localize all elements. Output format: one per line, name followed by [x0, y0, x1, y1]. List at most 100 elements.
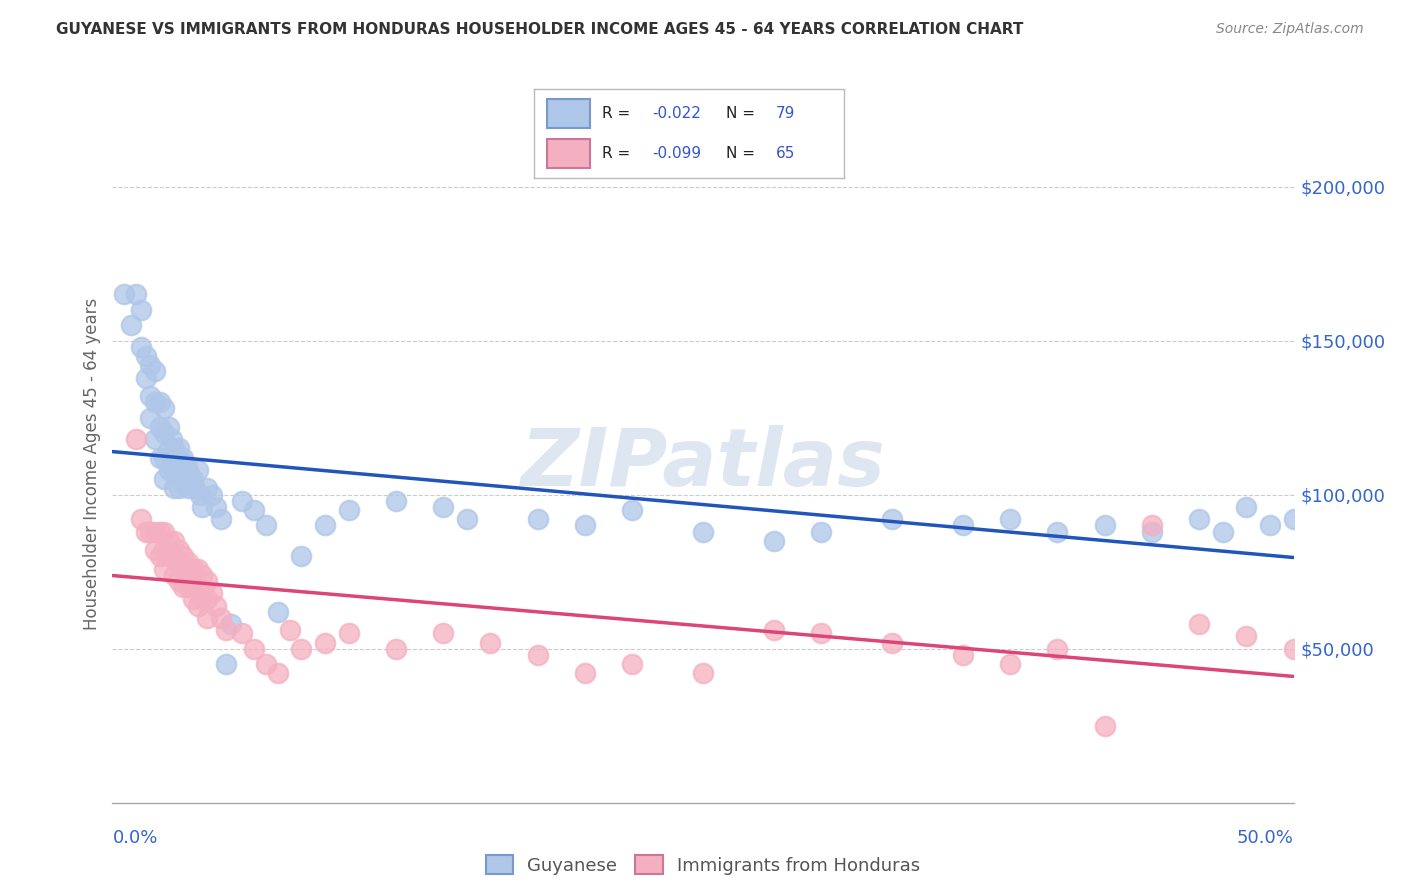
Point: [177, 556, 200, 570]
Point: [177, 482, 200, 496]
Text: 65: 65: [776, 146, 794, 161]
Point: [191, 592, 214, 607]
Point: [205, 599, 228, 613]
Point: [167, 543, 190, 558]
Point: [762, 624, 785, 638]
Point: [1282, 641, 1305, 656]
Point: [153, 472, 176, 486]
Point: [574, 518, 596, 533]
Point: [1094, 719, 1116, 733]
Point: [172, 472, 194, 486]
Point: [215, 624, 238, 638]
Point: [163, 567, 186, 582]
Point: [149, 549, 172, 564]
Point: [432, 626, 454, 640]
Point: [143, 524, 166, 539]
Point: [167, 482, 190, 496]
Point: [432, 500, 454, 514]
Point: [181, 574, 204, 588]
Point: [290, 549, 312, 564]
Point: [880, 635, 903, 649]
Point: [149, 524, 172, 539]
Point: [129, 340, 152, 354]
Text: ZIPatlas: ZIPatlas: [520, 425, 886, 503]
Point: [456, 512, 478, 526]
Point: [1046, 641, 1069, 656]
Point: [201, 488, 224, 502]
Point: [385, 641, 408, 656]
Point: [998, 657, 1021, 672]
Point: [191, 567, 214, 582]
Point: [167, 463, 190, 477]
Point: [621, 657, 644, 672]
Point: [157, 533, 180, 548]
Point: [160, 432, 183, 446]
Point: [163, 549, 186, 564]
Text: -0.099: -0.099: [652, 146, 702, 161]
Point: [143, 432, 166, 446]
Point: [153, 450, 176, 465]
Point: [143, 395, 166, 409]
Point: [125, 287, 148, 301]
Point: [1188, 617, 1211, 632]
Point: [314, 518, 336, 533]
Point: [153, 543, 176, 558]
Point: [1282, 512, 1305, 526]
Point: [160, 457, 183, 471]
Point: [172, 580, 194, 594]
Point: [1188, 512, 1211, 526]
Point: [139, 389, 162, 403]
Point: [880, 512, 903, 526]
Point: [254, 518, 277, 533]
Point: [621, 503, 644, 517]
Text: Source: ZipAtlas.com: Source: ZipAtlas.com: [1216, 22, 1364, 37]
Point: [167, 574, 190, 588]
FancyBboxPatch shape: [547, 139, 591, 168]
Point: [174, 457, 197, 471]
Text: 0.0%: 0.0%: [112, 830, 157, 847]
Point: [172, 561, 194, 575]
Point: [254, 657, 277, 672]
Point: [526, 512, 548, 526]
Point: [139, 524, 162, 539]
Point: [149, 420, 172, 434]
Point: [1258, 518, 1281, 533]
Point: [129, 512, 152, 526]
Point: [170, 463, 193, 477]
Point: [290, 641, 312, 656]
Point: [153, 425, 176, 440]
Point: [186, 561, 208, 575]
Point: [165, 469, 187, 483]
Point: [231, 493, 253, 508]
Point: [181, 561, 204, 575]
Text: 79: 79: [776, 106, 794, 120]
Point: [172, 549, 194, 564]
Point: [952, 518, 974, 533]
Y-axis label: Householder Income Ages 45 - 64 years: Householder Income Ages 45 - 64 years: [83, 298, 101, 630]
Text: R =: R =: [602, 106, 636, 120]
Point: [231, 626, 253, 640]
Point: [952, 648, 974, 662]
Point: [314, 635, 336, 649]
Point: [165, 450, 187, 465]
Point: [1212, 524, 1234, 539]
Point: [219, 617, 242, 632]
Point: [174, 478, 197, 492]
Text: N =: N =: [725, 146, 759, 161]
Point: [1094, 518, 1116, 533]
Point: [209, 611, 232, 625]
Point: [209, 512, 232, 526]
Point: [135, 524, 157, 539]
Point: [267, 666, 290, 681]
Point: [1140, 524, 1163, 539]
Text: R =: R =: [602, 146, 636, 161]
Point: [243, 503, 266, 517]
Point: [143, 543, 166, 558]
Point: [186, 580, 208, 594]
Point: [692, 524, 714, 539]
Point: [135, 370, 157, 384]
Point: [149, 395, 172, 409]
Point: [186, 463, 208, 477]
Point: [195, 611, 218, 625]
Point: [810, 626, 832, 640]
